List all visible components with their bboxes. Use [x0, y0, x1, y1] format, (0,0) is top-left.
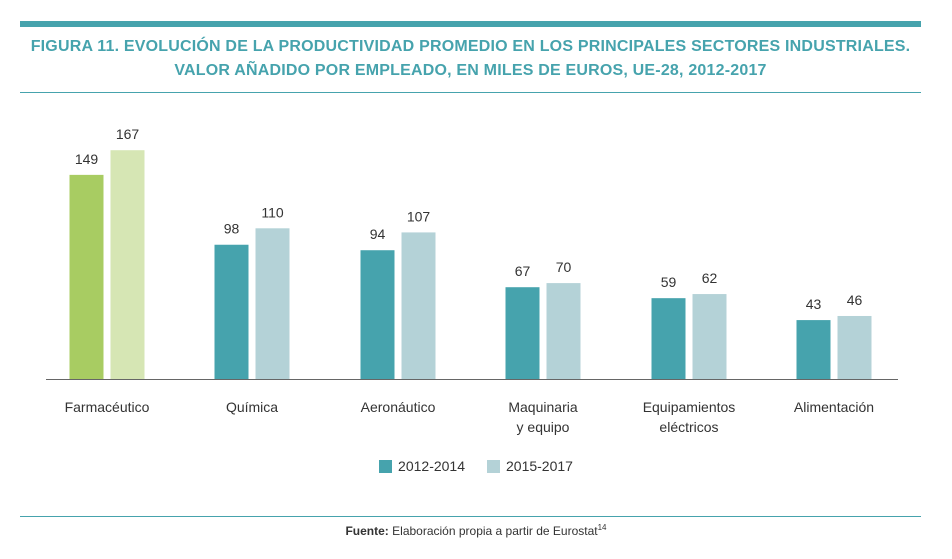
data-label-4-series-0: 59: [661, 274, 677, 290]
data-label-4-series-1: 62: [702, 270, 718, 286]
chart-title-line-2: VALOR AÑADIDO POR EMPLEADO, EN MILES DE …: [174, 62, 767, 79]
data-label-3-series-0: 67: [515, 263, 531, 279]
category-label-3-line-1: y equipo: [517, 419, 570, 435]
data-label-0-series-1: 167: [116, 126, 140, 142]
bar-4-series-1: [692, 294, 727, 379]
bottom-rule: [20, 516, 921, 517]
category-label-5-line-0: Alimentación: [794, 399, 874, 415]
chart-title: FIGURA 11. EVOLUCIÓN DE LA PRODUCTIVIDAD…: [20, 35, 921, 83]
legend-item-2012-2014: 2012-2014: [379, 458, 465, 474]
category-label-4-line-0: Equipamientos: [643, 399, 736, 415]
top-rule: [20, 21, 921, 27]
legend-swatch-2012-2014: [379, 459, 393, 473]
bar-chart: 149 167 Farmacéutico 98 110 Química 94 107 Aeron…: [46, 126, 898, 435]
legend-item-2015-2017: 2015-2017: [487, 458, 573, 474]
data-label-1-series-0: 98: [224, 221, 240, 237]
category-label-4-line-1: eléctricos: [659, 419, 718, 435]
bar-4-series-0: [651, 298, 686, 379]
category-label-2-line-0: Aeronáutico: [361, 399, 436, 415]
data-label-2-series-1: 107: [407, 208, 431, 224]
source-label: Fuente:: [345, 524, 389, 538]
bar-0-series-0: [69, 174, 104, 379]
legend-label-2012-2014: 2012-2014: [398, 458, 465, 474]
bar-5-series-0: [796, 320, 831, 379]
legend: 2012-2014 2015-2017: [0, 458, 952, 474]
data-label-3-series-1: 70: [556, 259, 572, 275]
data-label-0-series-0: 149: [75, 151, 99, 167]
source-footnote: 14: [597, 523, 607, 532]
title-rule: [20, 92, 921, 93]
data-label-2-series-0: 94: [370, 226, 386, 242]
bar-1-series-1: [255, 228, 290, 379]
bar-1-series-0: [214, 244, 249, 379]
category-label-3-line-0: Maquinaria: [508, 399, 577, 415]
category-label-1-line-0: Química: [226, 399, 278, 415]
legend-label-2015-2017: 2015-2017: [506, 458, 573, 474]
bar-2-series-0: [360, 250, 395, 379]
bar-3-series-0: [505, 287, 540, 379]
data-label-1-series-1: 110: [261, 204, 284, 220]
data-label-5-series-0: 43: [806, 296, 822, 312]
legend-swatch-2015-2017: [487, 459, 500, 473]
bar-5-series-1: [837, 315, 872, 379]
source-note: Fuente: Elaboración propia a partir de E…: [0, 523, 952, 538]
bar-2-series-1: [401, 232, 436, 379]
bar-3-series-1: [546, 283, 581, 379]
category-label-0-line-0: Farmacéutico: [65, 399, 150, 415]
chart-title-line-1: FIGURA 11. EVOLUCIÓN DE LA PRODUCTIVIDAD…: [30, 38, 911, 55]
bar-0-series-1: [110, 150, 145, 379]
data-label-5-series-1: 46: [847, 292, 863, 308]
source-text: Elaboración propia a partir de Eurostat: [388, 524, 598, 538]
